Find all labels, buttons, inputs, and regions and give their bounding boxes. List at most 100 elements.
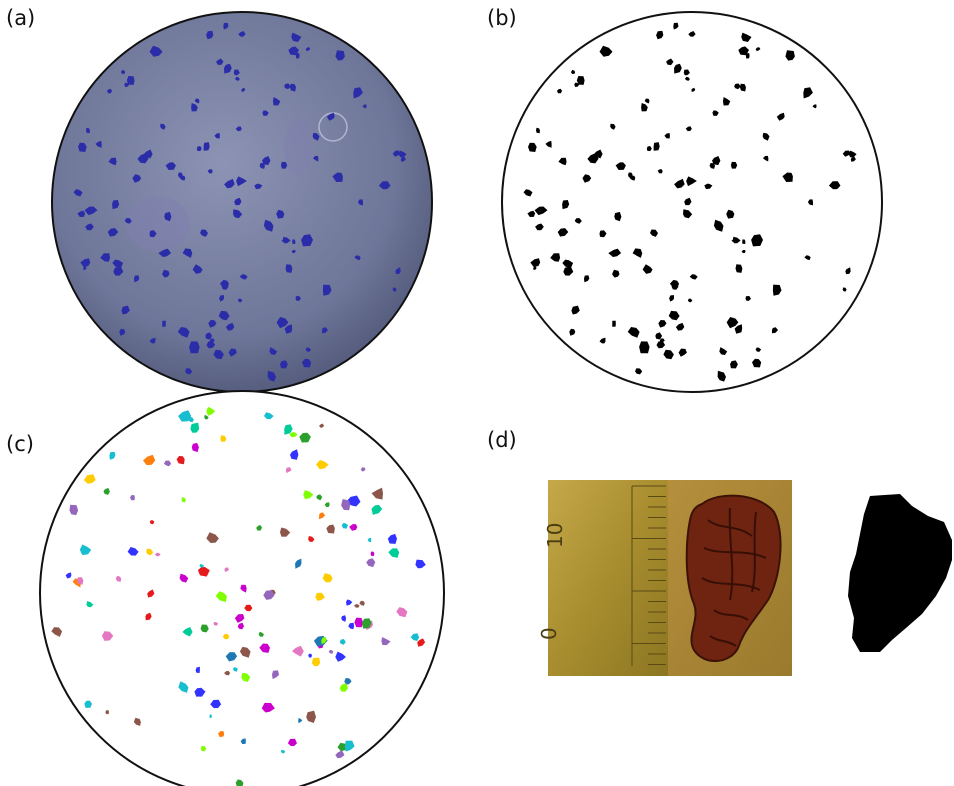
colony-blob [239, 646, 251, 658]
colony-blob [584, 275, 590, 283]
colony-blob [143, 454, 156, 466]
colony-blob [371, 504, 383, 515]
panel-b-label: (b) [487, 6, 517, 30]
colony-blob [315, 592, 325, 601]
colony-blob [208, 320, 217, 328]
colony-blob [73, 189, 83, 197]
colony-blob [675, 322, 685, 331]
colony-blob [730, 360, 738, 369]
colony-blob [785, 50, 795, 61]
panel-a-dish [51, 11, 433, 393]
colony-blob [284, 424, 293, 435]
colony-blob [288, 46, 299, 56]
colony-blob [359, 600, 365, 606]
colony-blob [664, 133, 670, 139]
colony-blob [209, 714, 212, 719]
colony-blob [339, 639, 346, 645]
colony-blob [683, 209, 693, 219]
colony-blob [85, 223, 94, 231]
colony-blob [127, 547, 139, 556]
colony-blob [234, 614, 245, 623]
colony-blob [164, 211, 172, 222]
colony-blob [215, 591, 227, 602]
colony-blob [146, 548, 154, 556]
colony-blob [196, 146, 202, 152]
colony-blob [341, 523, 348, 529]
colony-blob [599, 230, 607, 238]
colony-blob [147, 589, 155, 598]
ruler-ticks [631, 485, 666, 666]
colony-blob [204, 414, 209, 420]
colony-blob [105, 710, 109, 715]
colony-blob [635, 368, 643, 375]
colony-blob [292, 239, 296, 244]
colony-blob [326, 524, 335, 534]
colony-blob [205, 332, 213, 340]
colony-blob [191, 103, 198, 112]
dish-bubble [284, 120, 312, 176]
colony-blob [238, 31, 246, 37]
colony-blob [646, 146, 652, 152]
colony-blob [348, 622, 355, 630]
colony-blob [280, 360, 288, 369]
colony-blob [322, 284, 332, 296]
colony-blob [735, 264, 743, 273]
colony-blob [126, 76, 135, 85]
panel-d-label: (d) [487, 428, 517, 452]
colony-blob [571, 305, 580, 315]
colony-blob [149, 520, 155, 525]
colony-blob [691, 87, 696, 92]
colony-blob [263, 590, 275, 600]
colony-blob [145, 612, 152, 621]
colony-blob [86, 127, 90, 134]
panel-c-label: (c) [6, 432, 34, 456]
colony-blob [712, 110, 719, 116]
colony-blob [178, 410, 192, 422]
colony-blob [615, 162, 626, 170]
colony-blob [755, 47, 761, 52]
colony-blob [83, 474, 96, 484]
colony-blob [219, 295, 224, 302]
colony-photo [685, 494, 782, 662]
colony-blob [557, 228, 569, 237]
colony-blob [558, 157, 567, 166]
colony-blob [371, 487, 383, 500]
dish-bubble [126, 197, 190, 251]
colony-blob [51, 627, 63, 637]
colony-blob [124, 218, 132, 224]
colony-blob [276, 209, 285, 219]
colony-blob [719, 347, 728, 355]
colony-blob [762, 155, 769, 162]
colony-blob [717, 370, 726, 382]
colony-blob [530, 258, 541, 268]
colony-blob [582, 174, 592, 183]
colony-blob [222, 634, 230, 640]
colony-blob [206, 341, 216, 349]
colony-blob [535, 223, 544, 231]
colony-blob [303, 490, 314, 500]
colony-blob [119, 328, 126, 336]
colony-blob [354, 255, 361, 261]
colony-blob [803, 87, 813, 99]
colony-blob [199, 564, 205, 568]
colony-blob [221, 283, 229, 290]
colony-blob [187, 416, 194, 423]
colony-blob [828, 181, 841, 190]
colony-blob [772, 284, 782, 296]
colony-blob [576, 76, 585, 85]
colony-blob [273, 97, 281, 106]
colony-blob [776, 112, 785, 121]
colony-blob [319, 423, 325, 428]
colony-blob [392, 287, 397, 292]
colony-blob [108, 157, 117, 166]
colony-blob [163, 460, 172, 467]
colony-blob [206, 406, 216, 416]
colony-blob [657, 169, 663, 174]
colony-blob [689, 274, 698, 280]
colony-blob [79, 544, 92, 556]
colony-blob [84, 206, 98, 216]
colony-blob [360, 467, 366, 472]
colony-blob [237, 622, 244, 630]
colony-blob [254, 183, 263, 190]
colony-blob [178, 172, 183, 178]
